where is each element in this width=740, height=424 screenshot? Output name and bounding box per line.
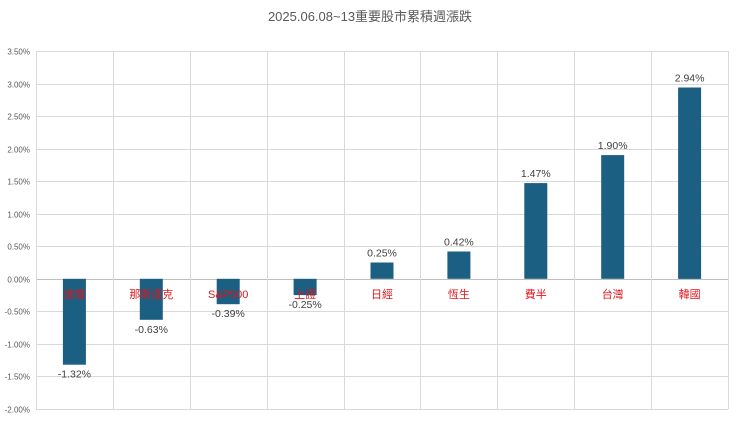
bar-3 (216, 278, 240, 305)
bar-5 (370, 262, 394, 279)
category-label-3: S&P500 (208, 289, 248, 301)
y-tick-label: 3.00% (7, 81, 30, 90)
data-label-6: 0.42% (444, 237, 474, 249)
data-labels: -1.32% -0.63% -0.39% -0.25% 0.25% 0.42% 1.47% 1… (58, 73, 705, 381)
bar-4 (293, 278, 317, 296)
y-tick-label: -2.00% (5, 406, 30, 415)
data-label-3: -0.39% (212, 308, 245, 320)
bar-8 (601, 155, 625, 279)
bar-7 (524, 183, 548, 279)
y-tick-label: -1.50% (5, 373, 30, 382)
bar-2 (139, 278, 163, 320)
data-label-9: 2.94% (675, 73, 705, 85)
y-axis-tick-labels: 3.50% 3.00% 2.50% 2.00% 1.50% 1.00% 0.50% 0.00%… (5, 48, 30, 415)
category-label-9: 韓國 (679, 288, 701, 301)
category-label-2: 那斯達克 (129, 288, 173, 301)
y-tick-label: 2.00% (7, 146, 30, 155)
category-label-1: 道瓊 (63, 287, 85, 301)
data-label-1: -1.32% (58, 369, 91, 381)
y-tick-label: 3.50% (7, 48, 30, 57)
bars (62, 87, 702, 365)
y-tick-label: -1.00% (5, 341, 30, 350)
bar-1 (62, 278, 86, 365)
y-tick-label: 0.00% (7, 276, 30, 285)
bar-6 (447, 251, 471, 279)
y-tick-label: 2.50% (7, 113, 30, 122)
bar-9 (678, 87, 702, 279)
data-label-5: 0.25% (367, 248, 397, 260)
category-label-6: 恆生 (448, 287, 470, 301)
gridlines (36, 51, 729, 410)
y-tick-label: 1.50% (7, 178, 30, 187)
data-label-7: 1.47% (521, 168, 551, 180)
category-label-7: 費半 (525, 287, 547, 301)
category-label-5: 日經 (371, 287, 393, 301)
data-label-4: -0.25% (288, 299, 321, 311)
y-tick-label: 1.00% (7, 211, 30, 220)
y-tick-label: -0.50% (5, 308, 30, 317)
data-label-2: -0.63% (135, 324, 168, 336)
chart-title: 2025.06.08~13重要股市累積週漲跌 (268, 9, 472, 24)
category-label-8: 台灣 (602, 287, 624, 301)
y-tick-label: 0.50% (7, 243, 30, 252)
category-labels: 道瓊 那斯達克 S&P500 上證 日經 恆生 費半 台灣 韓國 (63, 287, 700, 301)
category-label-4: 上證 (294, 287, 316, 301)
data-label-8: 1.90% (598, 140, 628, 152)
